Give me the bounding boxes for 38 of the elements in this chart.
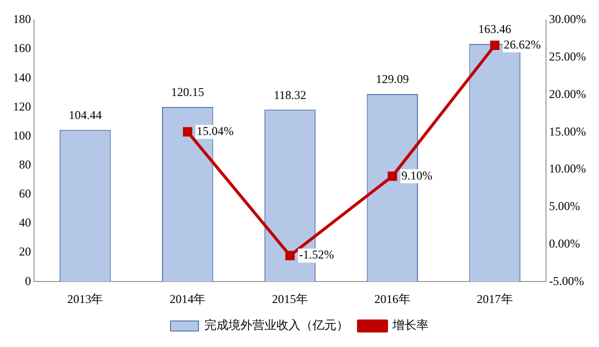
x-tick-label: 2015年 bbox=[272, 292, 308, 306]
x-tick-label: 2017年 bbox=[476, 292, 513, 306]
y-tick-label: 40 bbox=[19, 216, 31, 230]
data-label: 9.10% bbox=[401, 168, 432, 182]
data-label: 163.46 bbox=[478, 22, 512, 36]
x-tick-label: 2013年 bbox=[67, 292, 104, 306]
point bbox=[182, 127, 192, 136]
legend-label: 完成境外营业收入（亿元） bbox=[204, 318, 348, 332]
y-tick-label: 120 bbox=[13, 99, 31, 114]
y-tick-label: 160 bbox=[13, 41, 31, 56]
y2-tick-label: -5.00% bbox=[549, 274, 584, 288]
data-label: 26.62% bbox=[504, 37, 541, 52]
y-tick-label: 0 bbox=[25, 274, 31, 288]
y-tick-label: 100 bbox=[13, 128, 31, 142]
legend-label: 增长率 bbox=[392, 318, 428, 332]
x-tick-label: 2014年 bbox=[170, 292, 206, 306]
data-label: 15.04% bbox=[196, 124, 234, 138]
data-label: 129.09 bbox=[376, 72, 409, 86]
y2-tick-label: 0.00% bbox=[549, 236, 580, 250]
data-label: 104.44 bbox=[68, 108, 102, 122]
y2-tick-label: 5.00% bbox=[549, 199, 580, 214]
y2-tick-label: 25.00% bbox=[549, 50, 586, 64]
y2-tick-label: 15.00% bbox=[549, 124, 586, 138]
data-label: 120.15 bbox=[171, 85, 204, 100]
point bbox=[388, 172, 398, 181]
y2-tick-label: 10.00% bbox=[549, 162, 586, 176]
y-tick-label: 80 bbox=[19, 157, 31, 172]
y-tick-label: 60 bbox=[19, 186, 31, 201]
y-tick-label: 180 bbox=[13, 12, 31, 26]
point bbox=[285, 250, 295, 260]
y-tick-label: 20 bbox=[19, 244, 31, 259]
x-tick-label: 2016年 bbox=[374, 292, 410, 306]
y-tick-label: 140 bbox=[13, 70, 31, 84]
point bbox=[490, 40, 500, 50]
y2-tick-label: 30.00% bbox=[549, 12, 586, 26]
data-label: -1.52% bbox=[299, 248, 334, 262]
y2-tick-label: 20.00% bbox=[549, 86, 586, 101]
data-label: 118.32 bbox=[274, 88, 306, 102]
